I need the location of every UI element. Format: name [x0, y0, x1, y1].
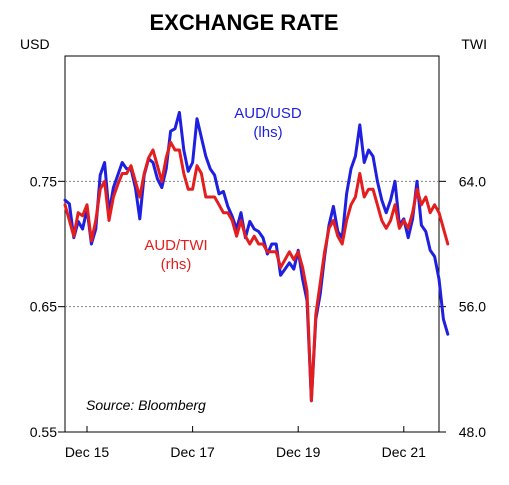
x-tick-label: Dec 17: [170, 444, 215, 460]
right-tick-label: 56.0: [459, 299, 486, 315]
left-axis-unit: USD: [20, 36, 50, 52]
plot-frame: [64, 55, 440, 433]
series-line-aud-usd: [63, 110, 450, 403]
left-tick-label: 0.65: [30, 299, 57, 315]
x-tick-label: Dec 15: [65, 444, 110, 460]
chart-title: EXCHANGE RATE: [149, 10, 338, 35]
x-tick-label: Dec 21: [382, 444, 427, 460]
series-label-aud-twi-axis: (rhs): [161, 256, 192, 273]
right-tick-label: 64.0: [459, 173, 486, 189]
source-annotation: Source: Bloomberg: [86, 397, 206, 413]
axis-ticks: [58, 180, 446, 433]
left-tick-label: 0.55: [30, 424, 57, 440]
series-label-aud-usd: AUD/USD: [234, 105, 302, 122]
x-tick-label: Dec 19: [276, 444, 321, 460]
series-label-aud-twi: AUD/TWI: [144, 237, 207, 254]
series-line-aud-twi: [63, 140, 450, 403]
left-tick-label: 0.75: [30, 173, 57, 189]
right-tick-label: 48.0: [459, 424, 486, 440]
right-axis-unit: TWI: [461, 36, 487, 52]
series-lines: [63, 110, 450, 403]
tick-labels: 0.55 0.65 0.75 48.0 56.0 64.0 Dec 15 Dec 17 Dec …: [30, 173, 486, 460]
series-label-aud-usd-axis: (lhs): [253, 124, 282, 141]
